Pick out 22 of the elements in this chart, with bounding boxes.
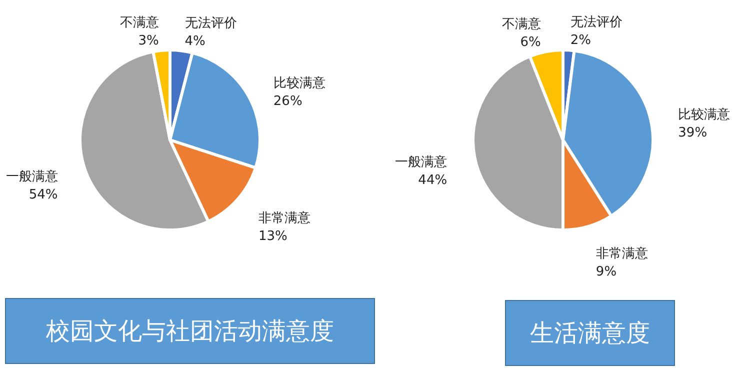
data-label: 39%: [678, 125, 708, 140]
data-label: 44%: [418, 173, 448, 188]
slice-label: 比较满意: [678, 107, 730, 122]
data-label: 13%: [258, 229, 288, 244]
data-label: 9%: [596, 264, 617, 280]
data-label: 3%: [138, 34, 159, 49]
data-label: 4%: [184, 34, 206, 49]
slice-label: 一般满意: [395, 155, 448, 170]
slice-label: 一般满意: [6, 169, 58, 184]
slice-label: 无法评价: [184, 16, 237, 31]
data-label: 6%: [520, 35, 541, 50]
data-label: 2%: [570, 33, 592, 48]
slice-label: 比较满意: [273, 76, 326, 92]
slice-label: 无法评价: [570, 15, 622, 30]
text: 校园文化与社团活动满意度: [5, 298, 375, 364]
slice-label: 不满意: [502, 17, 541, 32]
data-label: 54%: [28, 187, 58, 202]
slice-label: 不满意: [120, 16, 159, 31]
slice-label: 非常满意: [258, 211, 311, 226]
text: 生活满意度: [505, 300, 675, 366]
slice-label: 非常满意: [596, 246, 648, 262]
data-label: 26%: [273, 94, 302, 110]
